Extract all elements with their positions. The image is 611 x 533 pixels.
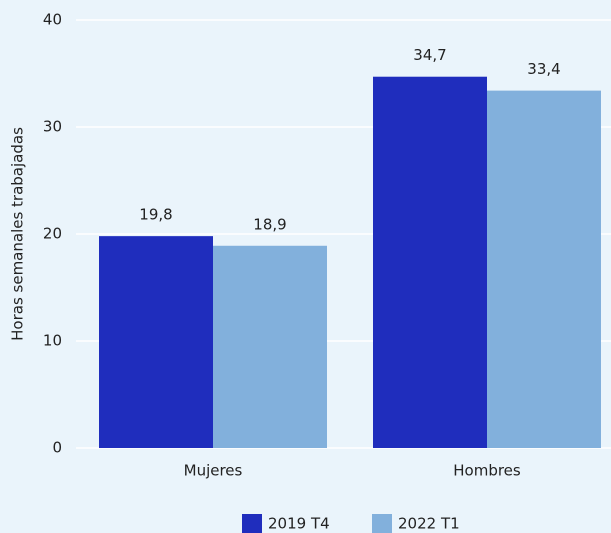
bar: [213, 245, 327, 448]
data-label: 33,4: [527, 60, 560, 78]
y-tick-label: 10: [43, 332, 62, 350]
bar: [373, 76, 487, 449]
legend-label: 2019 T4: [268, 515, 330, 533]
legend-label: 2022 T1: [398, 515, 460, 533]
bar: [487, 90, 601, 449]
legend-swatch: [242, 514, 262, 533]
y-axis-label: Horas semanales trabajadas: [9, 127, 27, 341]
bar: [99, 236, 213, 448]
x-tick-label: Hombres: [453, 462, 521, 480]
y-tick-label: 40: [43, 11, 62, 29]
data-label: 34,7: [413, 46, 446, 64]
y-tick-label: 20: [43, 225, 62, 243]
x-tick-label: Mujeres: [184, 462, 243, 480]
data-label: 19,8: [139, 206, 172, 224]
data-label: 18,9: [253, 215, 286, 233]
y-tick-label: 30: [43, 118, 62, 136]
legend-swatch: [372, 514, 392, 533]
y-tick-label: 0: [52, 439, 62, 457]
